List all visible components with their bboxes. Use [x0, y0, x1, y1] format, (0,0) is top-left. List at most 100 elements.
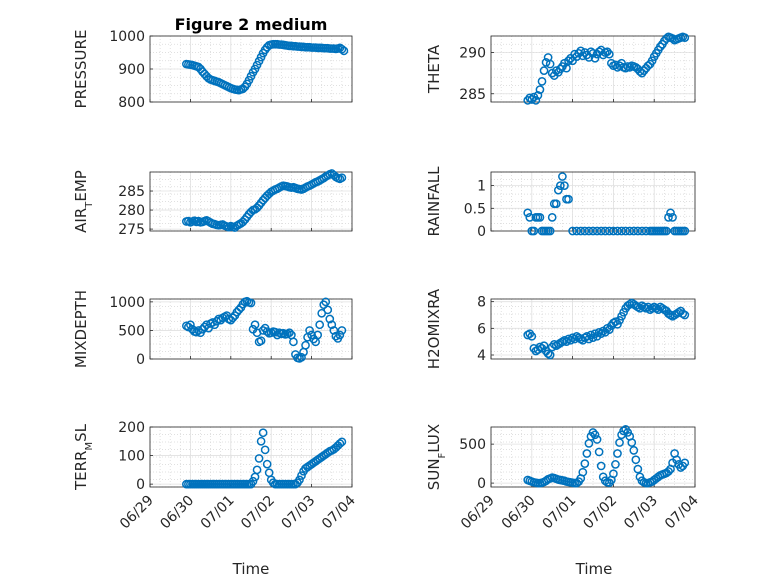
data-point	[664, 213, 673, 222]
axes-frame	[149, 171, 353, 232]
data-point	[619, 426, 628, 436]
data-point	[339, 46, 349, 56]
data-point	[537, 77, 547, 86]
subplot-4: 0 0.5 1 RAINFALL	[425, 166, 696, 240]
data-point	[539, 341, 549, 351]
data-point	[327, 320, 337, 330]
y-axis-label: SUNFLUX	[425, 424, 448, 490]
data-point	[250, 320, 260, 330]
data-point	[611, 460, 620, 469]
data-point	[234, 305, 244, 315]
y-tick-label: 1000	[109, 29, 145, 45]
y-tick-label: 0	[477, 224, 486, 240]
y-tick-label: 100	[118, 449, 145, 465]
y-tick-label: 6	[477, 321, 486, 337]
data-point	[568, 226, 577, 236]
data-point	[533, 91, 543, 100]
data-point	[547, 213, 557, 222]
data-point	[621, 226, 630, 236]
y-tick-label: 290	[459, 46, 486, 62]
data-point	[268, 478, 278, 488]
data-point	[607, 58, 616, 68]
data-point	[633, 464, 643, 474]
data-point	[262, 327, 272, 336]
data-point	[588, 226, 598, 236]
data-point	[323, 305, 333, 315]
data-point	[527, 95, 537, 104]
y-tick-label: 0.5	[464, 201, 486, 217]
data-point	[564, 56, 573, 66]
data-point	[600, 476, 610, 486]
data-point	[629, 446, 639, 455]
axes-frame	[490, 426, 696, 488]
data-point	[637, 226, 647, 236]
y-tick-label: 500	[118, 323, 145, 339]
data-point	[600, 226, 610, 236]
data-point	[604, 49, 614, 59]
data-point	[588, 428, 598, 437]
axes-frame	[490, 35, 696, 103]
data-point	[580, 226, 590, 236]
data-point	[592, 226, 602, 236]
data-point	[260, 445, 270, 455]
data-point	[246, 298, 256, 308]
x-axis-label-right: Time	[575, 560, 613, 578]
y-axis-label: PRESSURE	[72, 30, 90, 109]
data-point	[295, 475, 304, 485]
subplot-5: 0 500 1000 MIXDEPTH	[72, 290, 353, 368]
data-point	[666, 208, 675, 218]
figure-title: Figure 2 medium	[175, 15, 328, 34]
data-point	[335, 330, 345, 340]
data-point	[337, 173, 347, 183]
data-point	[641, 226, 651, 236]
data-point	[321, 297, 331, 307]
data-point	[578, 467, 588, 477]
data-point	[564, 194, 573, 204]
y-tick-label: 0	[477, 476, 486, 492]
data-point	[248, 476, 258, 486]
data-point	[256, 336, 266, 346]
data-point	[604, 226, 614, 236]
subplot-3: 275 280 285 AIRTEMP	[72, 169, 353, 238]
data-point	[596, 226, 606, 236]
data-point	[337, 437, 347, 447]
data-point	[539, 66, 549, 76]
data-point	[541, 58, 551, 67]
data-point	[535, 213, 545, 222]
data-point	[631, 455, 641, 465]
data-point	[680, 310, 690, 320]
data-point	[289, 337, 298, 347]
y-tick-label: 0	[136, 352, 145, 368]
data-point	[335, 439, 345, 448]
data-point	[560, 181, 569, 190]
data-point	[625, 63, 635, 72]
data-point	[556, 64, 565, 74]
data-point	[258, 428, 268, 438]
data-point	[590, 430, 600, 440]
data-point	[572, 226, 582, 236]
data-point	[325, 314, 335, 324]
data-point	[329, 326, 339, 335]
data-point	[609, 469, 618, 479]
data-point	[337, 326, 347, 335]
data-point	[627, 438, 637, 447]
data-point	[228, 313, 238, 323]
data-point	[527, 331, 537, 341]
data-point	[285, 328, 294, 338]
data-point	[590, 53, 600, 63]
data-point	[254, 454, 264, 463]
data-point	[556, 181, 565, 190]
data-point	[551, 199, 561, 209]
axes-frame	[490, 298, 696, 360]
data-point	[529, 226, 539, 236]
data-point	[535, 85, 545, 94]
data-point	[662, 34, 671, 43]
data-point	[315, 320, 325, 330]
y-tick-label: 285	[459, 87, 486, 103]
y-tick-label: 900	[118, 62, 145, 78]
y-tick-label: 800	[118, 95, 145, 111]
data-point	[647, 56, 657, 66]
data-point	[602, 47, 612, 57]
